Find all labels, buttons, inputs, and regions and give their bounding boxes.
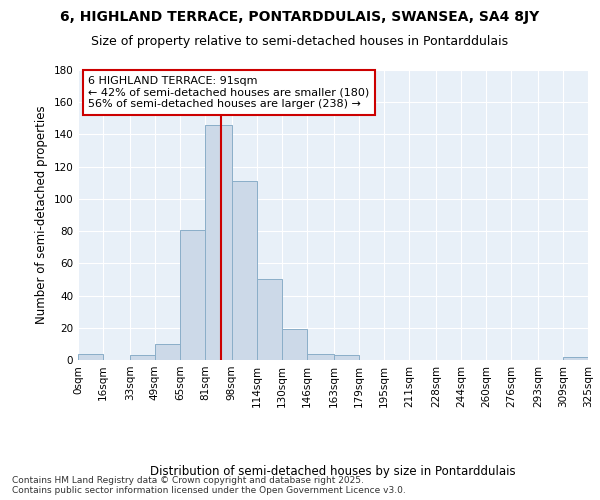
Bar bbox=[334, 355, 359, 360]
Bar bbox=[180, 230, 205, 360]
Bar bbox=[232, 181, 257, 360]
Bar bbox=[130, 355, 155, 360]
Text: 6, HIGHLAND TERRACE, PONTARDDULAIS, SWANSEA, SA4 8JY: 6, HIGHLAND TERRACE, PONTARDDULAIS, SWAN… bbox=[61, 10, 539, 24]
Bar bbox=[563, 357, 588, 360]
Text: Distribution of semi-detached houses by size in Pontarddulais: Distribution of semi-detached houses by … bbox=[150, 464, 516, 477]
Bar bbox=[205, 125, 232, 360]
Text: 6 HIGHLAND TERRACE: 91sqm
← 42% of semi-detached houses are smaller (180)
56% of: 6 HIGHLAND TERRACE: 91sqm ← 42% of semi-… bbox=[88, 76, 370, 109]
Text: Contains HM Land Registry data © Crown copyright and database right 2025.
Contai: Contains HM Land Registry data © Crown c… bbox=[12, 476, 406, 495]
Bar bbox=[155, 344, 180, 360]
Bar bbox=[78, 354, 103, 360]
Bar bbox=[257, 280, 282, 360]
Bar bbox=[307, 354, 334, 360]
Text: Size of property relative to semi-detached houses in Pontarddulais: Size of property relative to semi-detach… bbox=[91, 35, 509, 48]
Y-axis label: Number of semi-detached properties: Number of semi-detached properties bbox=[35, 106, 48, 324]
Bar bbox=[282, 330, 307, 360]
